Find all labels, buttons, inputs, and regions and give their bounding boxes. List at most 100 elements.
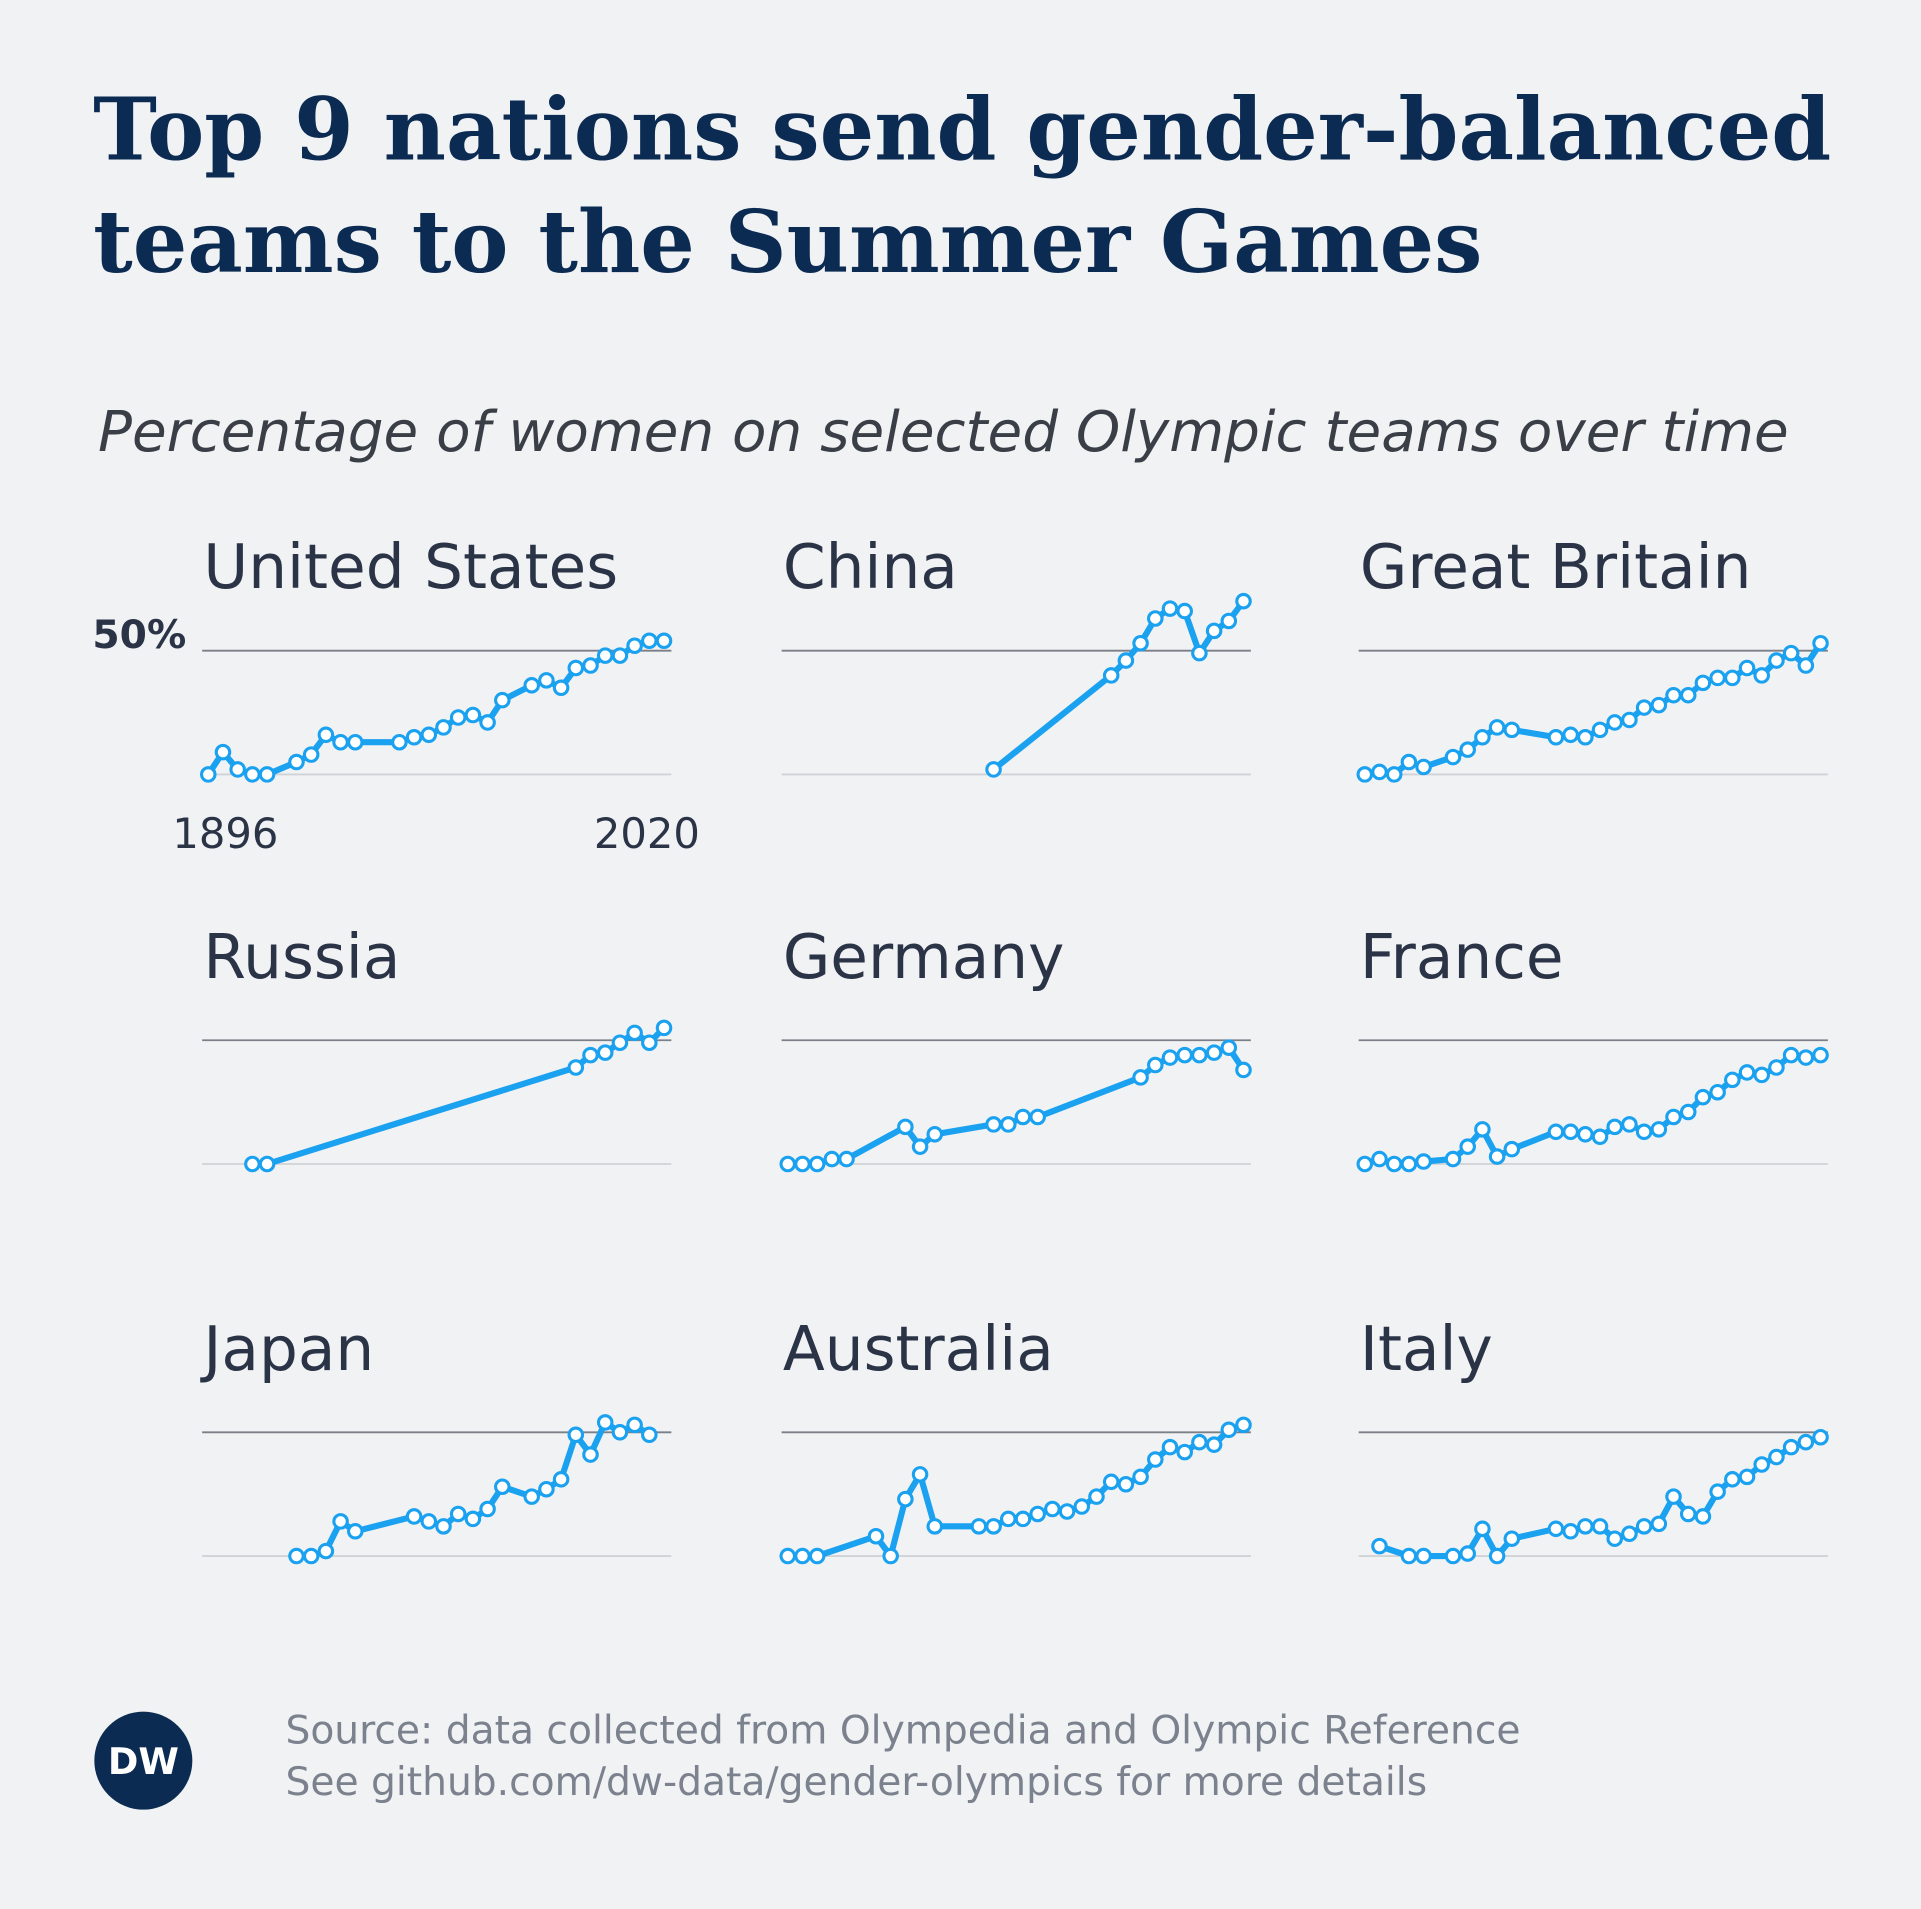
data-point (1102, 1473, 1120, 1491)
data-point (1606, 1530, 1623, 1547)
data-point (897, 1118, 914, 1136)
data-point (1117, 1476, 1135, 1493)
data-point (882, 1547, 899, 1565)
title-line: teams to the Summer Games (93, 192, 1482, 293)
data-point (1577, 729, 1594, 746)
data-point (1459, 741, 1476, 758)
data-point (1029, 1108, 1046, 1126)
data-point (911, 1138, 929, 1155)
data-point (288, 753, 305, 771)
data-point (1724, 1471, 1741, 1488)
data-point (244, 766, 261, 783)
data-point (302, 746, 320, 763)
data-point (1371, 1150, 1388, 1168)
data-point (1577, 1518, 1594, 1535)
data-point (1782, 1438, 1800, 1456)
data-point (523, 677, 540, 694)
data-point (838, 1150, 855, 1168)
data-point (1176, 1046, 1193, 1064)
data-point (567, 1059, 585, 1076)
data-point (611, 1424, 629, 1441)
data-point (1088, 1488, 1105, 1505)
data-point (1356, 766, 1374, 783)
data-point (1694, 674, 1712, 692)
data-point (1753, 1456, 1771, 1473)
data-point (420, 726, 438, 744)
data-point (258, 1155, 276, 1173)
data-point (1635, 1123, 1653, 1141)
data-point (214, 743, 232, 761)
data-point (449, 709, 467, 726)
subtitle: Percentage of women on selected Olympic … (98, 400, 1789, 465)
data-point (1191, 1046, 1208, 1064)
data-point (1665, 1488, 1682, 1505)
panel-title: China (783, 532, 958, 603)
panel-title: Russia (203, 922, 400, 993)
data-point (1753, 1066, 1771, 1084)
data-point (1371, 1537, 1388, 1555)
data-point (1117, 652, 1135, 669)
data-point (1356, 1155, 1374, 1173)
data-point (1753, 667, 1771, 684)
data-point (1235, 592, 1252, 610)
data-point (1812, 1428, 1829, 1446)
data-point (1562, 1123, 1579, 1141)
data-point (1650, 696, 1668, 714)
source-line: Source: data collected from Olympedia an… (285, 1708, 1520, 1753)
data-point (1474, 1520, 1491, 1538)
data-point (1797, 1433, 1815, 1451)
data-point (641, 1426, 658, 1444)
data-point (1679, 1103, 1697, 1121)
data-point (1503, 1140, 1521, 1158)
data-point (1606, 714, 1623, 731)
data-point (1102, 667, 1120, 684)
data-point (985, 761, 1002, 778)
data-point (1488, 1148, 1506, 1165)
data-point (779, 1155, 797, 1173)
data-point (1547, 1520, 1565, 1538)
data-point (1665, 1108, 1682, 1126)
panel-title: Great Britain (1360, 532, 1752, 603)
data-line (205, 637, 668, 778)
data-point (1415, 1547, 1432, 1565)
data-point (596, 647, 614, 664)
panel-title: France (1360, 922, 1564, 993)
data-point (1058, 1503, 1076, 1520)
data-point (1132, 1468, 1149, 1486)
logo-text: DW (108, 1740, 179, 1783)
data-point (1709, 1083, 1726, 1101)
data-point (1621, 1525, 1638, 1543)
data-point (494, 691, 511, 709)
data-point (391, 733, 408, 751)
x-tick-label: 1896 (172, 809, 278, 858)
data-point (332, 1513, 349, 1530)
data-point (1073, 1498, 1091, 1515)
data-point (332, 733, 349, 751)
data-point (258, 766, 276, 783)
data-point (582, 657, 599, 674)
data-point (1459, 1545, 1476, 1562)
data-point (1132, 634, 1149, 652)
data-point (1782, 1046, 1800, 1064)
data-point (1547, 729, 1565, 746)
data-point (1132, 1069, 1149, 1086)
panel-title: Australia (783, 1314, 1054, 1385)
data-point (464, 1510, 482, 1528)
data-point (1371, 763, 1388, 781)
data-point (1738, 659, 1756, 677)
data-point (1679, 686, 1697, 704)
data-point (970, 1518, 988, 1535)
data-point (494, 1478, 511, 1496)
panel-title: Italy (1360, 1314, 1493, 1385)
data-point (1812, 634, 1829, 652)
data-point (626, 1024, 643, 1042)
data-point (867, 1527, 885, 1545)
data-point (229, 761, 246, 778)
data-point (985, 1518, 1002, 1535)
data-point (288, 1547, 305, 1565)
data-point (405, 729, 423, 746)
data-point (347, 1523, 364, 1540)
data-point (641, 632, 658, 650)
data-point (985, 1116, 1002, 1133)
